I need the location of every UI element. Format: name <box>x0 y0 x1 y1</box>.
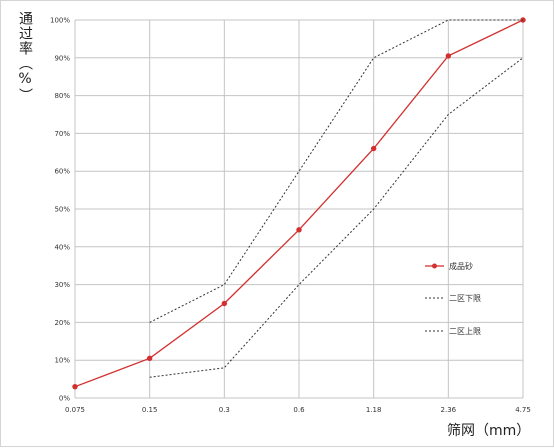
series-point <box>370 145 377 152</box>
y-tick-label: 10% <box>54 357 70 365</box>
series-layer <box>72 17 526 390</box>
x-tick-label: 0.15 <box>142 406 158 414</box>
x-tick-label: 1.18 <box>366 406 382 414</box>
y-tick-label: 40% <box>54 243 70 251</box>
series-point <box>221 300 228 307</box>
series-point <box>72 383 78 390</box>
y-tick-label: 20% <box>54 319 70 327</box>
legend-label: 二区上限 <box>449 327 481 336</box>
x-tick-label: 0.075 <box>65 406 85 414</box>
legend-marker <box>432 263 437 269</box>
legend-label: 二区下限 <box>449 294 481 303</box>
y-tick-label: 100% <box>50 17 70 25</box>
series-point <box>296 227 302 233</box>
series-point <box>146 355 153 362</box>
y-axis-title: 通过率（%） <box>17 11 33 103</box>
y-tick-label: 70% <box>54 130 70 138</box>
x-tick-label: 0.3 <box>219 406 230 414</box>
y-tick-label: 90% <box>54 54 70 62</box>
x-tick-label: 2.36 <box>441 406 457 414</box>
y-tick-label: 50% <box>54 206 70 214</box>
y-tick-label: 60% <box>54 168 70 176</box>
grid-layer <box>74 19 524 399</box>
y-tick-label: 80% <box>54 92 70 100</box>
series-point <box>445 53 452 59</box>
y-tick-labels: 0% 10% 20% 30% 40% 50% 60% 70% 80% 90% 100% <box>50 17 70 403</box>
series-line-1 <box>149 19 523 323</box>
series-line-2 <box>149 57 524 378</box>
x-tick-labels: 0.075 0.15 0.3 0.6 1.18 2.36 4.75 <box>65 406 531 414</box>
y-tick-label: 30% <box>54 281 70 289</box>
legend-label: 成品砂 <box>449 261 473 271</box>
x-axis-title: 筛网（mm） <box>447 423 531 439</box>
x-tick-label: 0.6 <box>293 406 305 414</box>
x-tick-label: 4.75 <box>515 406 531 414</box>
y-tick-label: 0% <box>59 395 70 403</box>
